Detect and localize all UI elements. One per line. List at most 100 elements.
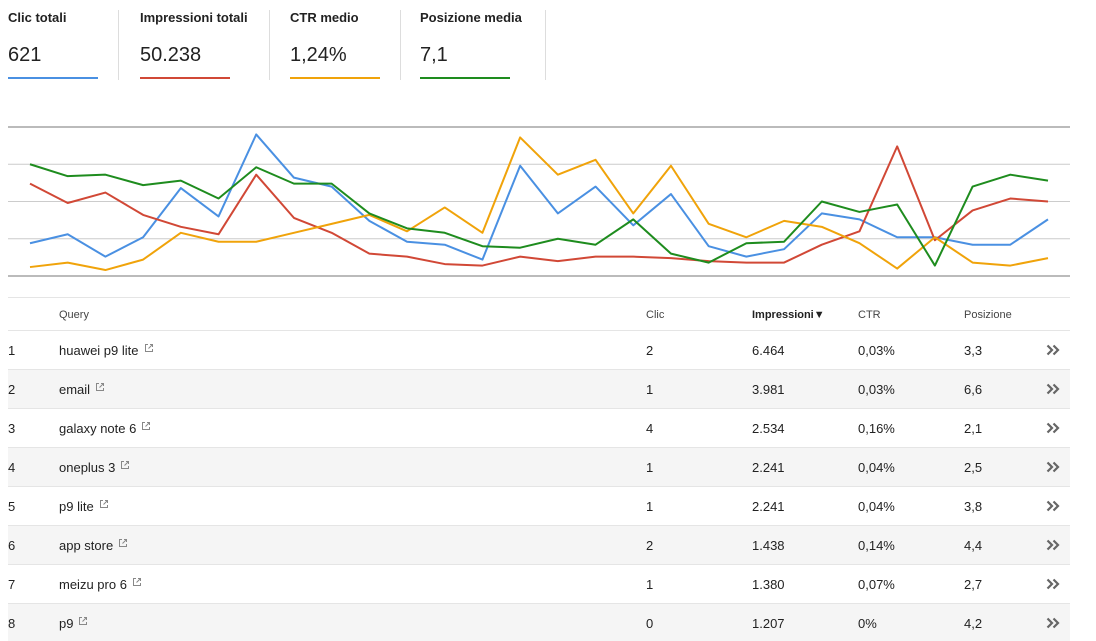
- table-cell: 6.464: [752, 331, 785, 370]
- cell-text: 7: [8, 577, 16, 592]
- details-button[interactable]: [1046, 461, 1060, 473]
- metric-underline: [8, 77, 98, 79]
- cell-text: 0,07%: [858, 577, 895, 592]
- cell-text: 1: [8, 343, 16, 358]
- metric-underline: [140, 77, 230, 79]
- cell-text: 4: [8, 460, 16, 475]
- query-cell: email: [59, 370, 105, 409]
- metric-value: 50.238: [140, 44, 202, 66]
- table-cell: 0,16%: [858, 409, 895, 448]
- table-cell: 1: [646, 565, 653, 604]
- table-cell: 2,7: [964, 565, 982, 604]
- table-cell: 1: [646, 448, 653, 487]
- column-header: Impressioni▼: [752, 308, 825, 321]
- cell-text: 1: [646, 577, 654, 592]
- table-row: 5 p9 lite 1 2.241 0,04% 3,8: [8, 486, 1070, 526]
- table-cell: 4,4: [964, 526, 982, 565]
- table-row: 8 p9 0 1.207 0% 4,2: [8, 603, 1070, 641]
- external-link-icon[interactable]: [132, 577, 142, 587]
- metric-label: Clic totali: [8, 10, 67, 25]
- cell-text: 6,6: [964, 382, 983, 397]
- table-row: 2 email 1 3.981 0,03% 6,6: [8, 369, 1070, 409]
- table-cell: 0,03%: [858, 331, 895, 370]
- table-row: 4 oneplus 3 1 2.241 0,04% 2,5: [8, 447, 1070, 487]
- cell-text: 2: [646, 343, 654, 358]
- details-button[interactable]: [1046, 539, 1060, 551]
- cell-text: 4,2: [964, 616, 983, 631]
- table-cell: 1: [646, 370, 653, 409]
- metric-label: CTR medio: [290, 10, 359, 25]
- external-link-icon[interactable]: [99, 499, 109, 509]
- cell-text: 0,04%: [858, 499, 895, 514]
- external-link-icon[interactable]: [144, 343, 154, 353]
- table-cell: 5: [8, 487, 15, 526]
- cell-text: 2.241: [752, 460, 785, 475]
- separator: [545, 10, 546, 80]
- table-cell: 0,14%: [858, 526, 895, 565]
- query-text[interactable]: email: [59, 382, 91, 397]
- table-cell: 2.534: [752, 409, 785, 448]
- table-cell: 0,03%: [858, 370, 895, 409]
- details-button[interactable]: [1046, 617, 1060, 629]
- query-text[interactable]: app store: [59, 538, 114, 553]
- details-button[interactable]: [1046, 344, 1060, 356]
- cell-text: 2,1: [964, 421, 983, 436]
- cell-text: 5: [8, 499, 16, 514]
- cell-text: 1.438: [752, 538, 785, 553]
- cell-text: 0%: [858, 616, 877, 631]
- cell-text: 2,7: [964, 577, 983, 592]
- table-cell: 0%: [858, 604, 877, 641]
- separator: [118, 10, 119, 80]
- query-cell: huawei p9 lite: [59, 331, 154, 370]
- table-row: 7 meizu pro 6 1 1.380 0,07% 2,7: [8, 564, 1070, 604]
- cell-text: 3.981: [752, 382, 785, 397]
- query-cell: galaxy note 6: [59, 409, 151, 448]
- query-text[interactable]: meizu pro 6: [59, 577, 127, 592]
- table-cell: 3,3: [964, 331, 982, 370]
- cell-text: 0,03%: [858, 382, 895, 397]
- separator: [400, 10, 401, 80]
- table-cell: 7: [8, 565, 15, 604]
- table-cell: 2,5: [964, 448, 982, 487]
- external-link-icon[interactable]: [118, 538, 128, 548]
- details-button[interactable]: [1046, 500, 1060, 512]
- cell-text: 1: [646, 499, 654, 514]
- query-cell: meizu pro 6: [59, 565, 142, 604]
- query-text[interactable]: oneplus 3: [59, 460, 116, 475]
- metric-card: Posizione media 7,1: [420, 0, 530, 80]
- external-link-icon[interactable]: [120, 460, 130, 470]
- external-link-icon[interactable]: [78, 616, 88, 626]
- details-button[interactable]: [1046, 422, 1060, 434]
- query-text[interactable]: p9 lite: [59, 499, 94, 514]
- table-row: 3 galaxy note 6 4 2.534 0,16% 2,1: [8, 408, 1070, 448]
- table-cell: 4: [8, 448, 15, 487]
- column-header: Query: [59, 308, 89, 321]
- external-link-icon[interactable]: [141, 421, 151, 431]
- cell-text: 0: [646, 616, 654, 631]
- metric-card: Impressioni totali 50.238: [140, 0, 250, 80]
- query-text[interactable]: huawei p9 lite: [59, 343, 139, 358]
- table-cell: 2: [646, 331, 653, 370]
- metric-underline: [420, 77, 510, 79]
- column-header: Clic: [646, 308, 665, 321]
- table-cell: 0,07%: [858, 565, 895, 604]
- cell-text: 8: [8, 616, 16, 631]
- table-cell: 2: [646, 526, 653, 565]
- table-cell: 1.207: [752, 604, 785, 641]
- table-cell: 4: [646, 409, 653, 448]
- cell-text: 3,3: [964, 343, 983, 358]
- external-link-icon[interactable]: [95, 382, 105, 392]
- query-text[interactable]: p9: [59, 616, 74, 631]
- details-button[interactable]: [1046, 383, 1060, 395]
- details-button[interactable]: [1046, 578, 1060, 590]
- cell-text: 2.534: [752, 421, 785, 436]
- separator: [269, 10, 270, 80]
- metric-value: 7,1: [420, 44, 448, 66]
- query-cell: app store: [59, 526, 128, 565]
- query-text[interactable]: galaxy note 6: [59, 421, 137, 436]
- table-cell: 0,04%: [858, 448, 895, 487]
- cell-text: 2: [646, 538, 654, 553]
- metric-label: Posizione media: [420, 10, 522, 25]
- cell-text: 2: [8, 382, 16, 397]
